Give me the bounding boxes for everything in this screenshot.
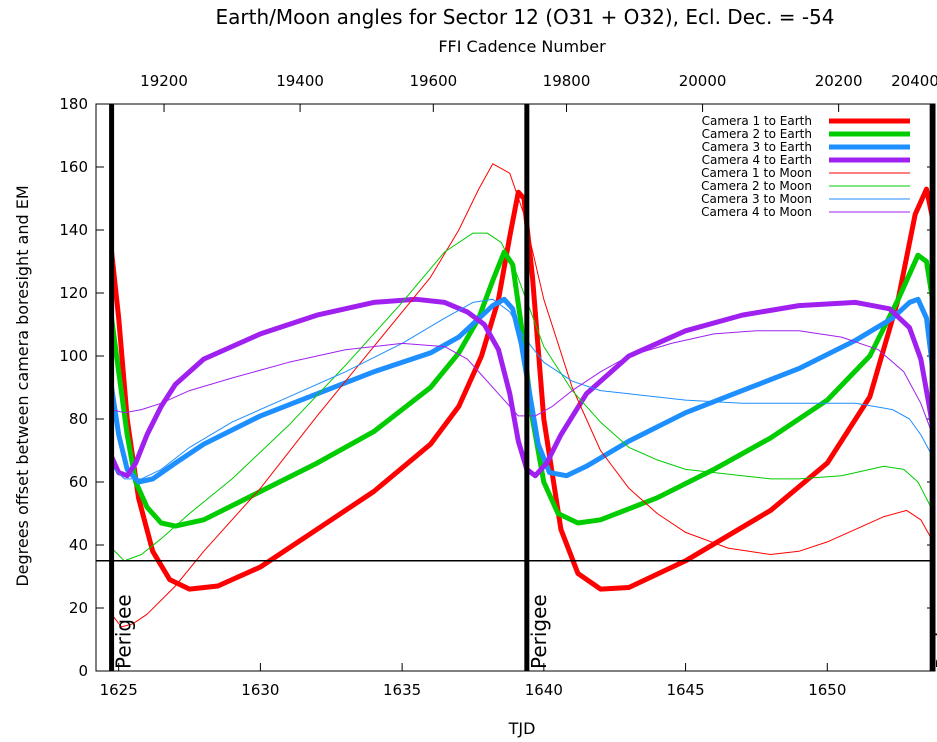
series-line-4 [109, 296, 935, 479]
x-axis-label: TJD [508, 719, 536, 738]
y-tick-label: 80 [69, 410, 88, 428]
x-tick-label: 1630 [241, 681, 279, 699]
x-tick-label: 1635 [383, 681, 421, 699]
perigee-layer: Perigee Perigee Perigee [96, 104, 937, 671]
legend-label: Camera 3 to Earth [702, 140, 812, 154]
x2-tick-label: 20000 [679, 72, 727, 90]
x-tick-label: 1645 [666, 681, 704, 699]
perigee-label: Perigee [112, 594, 136, 669]
y-tick-label: 120 [59, 284, 88, 302]
x2-tick-label: 19600 [409, 72, 457, 90]
legend-label: Camera 4 to Earth [702, 153, 812, 167]
perigee-label: Perigee [527, 594, 551, 669]
y-tick-label: 20 [69, 599, 88, 617]
y-axis-label: Degrees offset between camera boresight … [13, 185, 32, 586]
legend-label: Camera 2 to Moon [701, 179, 812, 193]
x2-tick-label: 20200 [815, 72, 863, 90]
y-tick-label: 180 [59, 95, 88, 113]
series-line-7 [111, 298, 935, 480]
x2-tick-label: 19800 [543, 72, 591, 90]
series-layer [109, 163, 935, 628]
legend-label: Camera 3 to Moon [701, 192, 812, 206]
y-tick-label: 40 [69, 536, 88, 554]
plot-frame [95, 103, 936, 672]
y-tick-label: 140 [59, 221, 88, 239]
series-line-6 [111, 232, 935, 562]
y-tick-label: 100 [59, 347, 88, 365]
y-tick-label: 160 [59, 158, 88, 176]
legend-background [660, 112, 842, 224]
x-tick-label: 1640 [525, 681, 563, 699]
x-tick-label: 1650 [808, 681, 846, 699]
x-tick-label: 1625 [100, 681, 138, 699]
series-line-1 [109, 186, 935, 592]
x2-axis-label: FFI Cadence Number [438, 37, 606, 56]
y-tick-label: 60 [69, 473, 88, 491]
x2-tick-label: 19400 [276, 72, 324, 90]
series-line-2 [109, 249, 935, 529]
legend-label: Camera 2 to Earth [702, 127, 812, 141]
legend-label: Camera 1 to Earth [702, 114, 812, 128]
legend-label: Camera 4 to Moon [701, 205, 812, 219]
y-tick-label: 0 [78, 662, 88, 680]
series-line-3 [109, 296, 935, 485]
chart-title: Earth/Moon angles for Sector 12 (O31 + O… [216, 5, 835, 29]
legend-label: Camera 1 to Moon [701, 166, 812, 180]
x2-tick-label: 20400 [891, 72, 937, 90]
axis-ticks: 0 20 40 60 80 100 120 140 160 180 1625 1630 1635 1640… [59, 72, 937, 699]
series-line-5 [111, 163, 935, 628]
x2-tick-label: 19200 [140, 72, 188, 90]
